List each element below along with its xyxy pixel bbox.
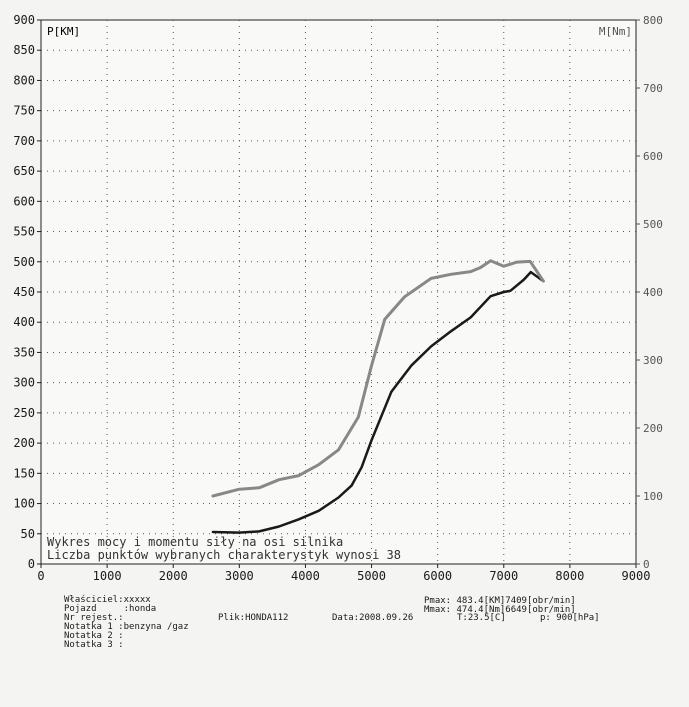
left-tick-label: 450	[13, 285, 35, 299]
file-text: Plik:HONDA112	[218, 613, 289, 623]
right-tick-label: 400	[643, 286, 663, 299]
vehicle-text: Pojazd :honda	[64, 604, 157, 614]
right-axis-label: M[Nm]	[599, 25, 632, 38]
left-tick-label: 800	[13, 73, 35, 87]
x-tick-label: 5000	[357, 569, 386, 583]
left-axis-label: P[KM]	[47, 25, 80, 38]
plot-frame	[40, 19, 637, 565]
torque-curve	[211, 259, 545, 498]
x-tick-label: 6000	[423, 569, 452, 583]
owner-text: Właściciel:xxxxx	[64, 595, 151, 605]
right-tick-label: 300	[643, 354, 663, 367]
grid	[41, 20, 636, 564]
right-tick-label: 800	[643, 14, 663, 27]
dyno-chart: 0 1000 2000 3000 4000 5000 6000 7000 8000 9000 05…	[13, 13, 663, 583]
note2-text: Notatka 2 :	[64, 631, 124, 641]
left-tick-label: 350	[13, 345, 35, 359]
x-tick-label: 0	[37, 569, 44, 583]
footer-info: Właściciel:xxxxx Pojazd :honda Nr rejest…	[0, 590, 689, 656]
left-tick-label: 400	[13, 315, 35, 329]
temp-text: T:23.5[C]	[457, 613, 506, 623]
left-tick-label: 650	[13, 164, 35, 178]
annotation-title: Wykres mocy i momentu siły na osi silnik…	[47, 535, 343, 549]
left-tick-label: 100	[13, 497, 35, 511]
right-tick-label: 500	[643, 218, 663, 231]
right-axis-ticks: 0 100 200 300 400 500 600 700 800	[636, 14, 663, 571]
x-tick-label: 8000	[555, 569, 584, 583]
left-tick-label: 700	[13, 134, 35, 148]
left-tick-label: 200	[13, 436, 35, 450]
left-tick-label: 0	[28, 557, 35, 571]
x-tick-label: 9000	[622, 569, 651, 583]
right-tick-label: 700	[643, 82, 663, 95]
x-tick-label: 4000	[291, 569, 320, 583]
left-tick-label: 900	[13, 13, 35, 27]
mmax-text: Mmax: 474.4[Nm]6649[obr/min]	[424, 605, 576, 615]
right-tick-label: 100	[643, 490, 663, 503]
right-tick-label: 0	[643, 558, 650, 571]
note3-text: Notatka 3 :	[64, 640, 124, 650]
pressure-text: p: 900[hPa]	[540, 613, 600, 623]
reg-text: Nr rejest.:	[64, 613, 124, 623]
x-tick-label: 7000	[489, 569, 518, 583]
left-tick-label: 750	[13, 104, 35, 118]
left-tick-label: 250	[13, 406, 35, 420]
right-tick-label: 200	[643, 422, 663, 435]
date-text: Data:2008.09.26	[332, 613, 414, 623]
x-tick-label: 3000	[225, 569, 254, 583]
left-tick-label: 850	[13, 43, 35, 57]
note1-text: Notatka 1 :benzyna /gaz	[64, 622, 189, 632]
left-tick-label: 50	[21, 527, 35, 541]
annotation-points: Liczba punktów wybranych charakterystyk …	[47, 548, 401, 562]
power-curve	[211, 270, 545, 534]
left-axis-ticks: 0 50 100 150 200 250 300 350 400 450 500 550 600 650 7…	[13, 13, 41, 571]
series-group	[211, 259, 545, 534]
left-tick-label: 500	[13, 255, 35, 269]
left-tick-label: 550	[13, 225, 35, 239]
left-tick-label: 600	[13, 194, 35, 208]
pmax-text: Pmax: 483.4[KM]7409[obr/min]	[424, 596, 576, 606]
x-tick-label: 2000	[159, 569, 188, 583]
right-tick-label: 600	[643, 150, 663, 163]
left-tick-label: 150	[13, 466, 35, 480]
x-tick-label: 1000	[93, 569, 122, 583]
x-axis-ticks: 0 1000 2000 3000 4000 5000 6000 7000 8000 9000	[37, 564, 650, 583]
left-tick-label: 300	[13, 376, 35, 390]
